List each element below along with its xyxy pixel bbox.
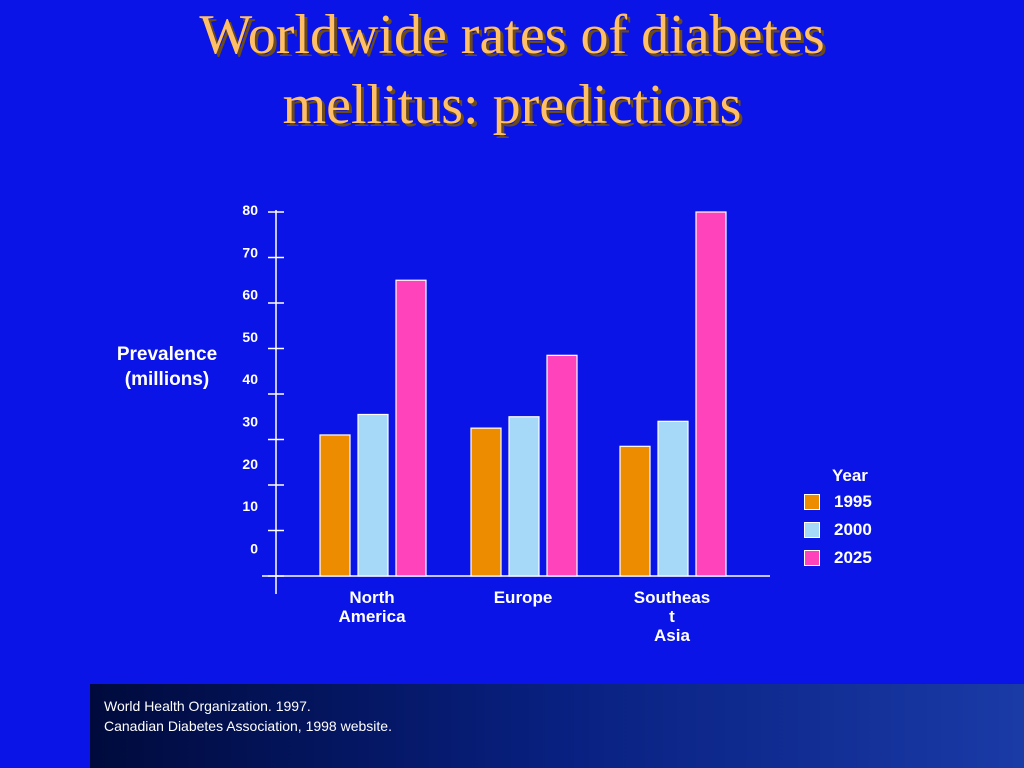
legend-swatch-2025 xyxy=(804,550,820,566)
bar-2000-0 xyxy=(357,413,389,577)
x-category-label-line: North xyxy=(349,588,395,607)
y-axis-label-line-1: Prevalence xyxy=(116,344,218,365)
y-axis-label: Prevalence (millions) xyxy=(100,342,234,392)
y-tick-label-60: 60 xyxy=(242,287,258,303)
x-category-label-1: Europe xyxy=(453,588,593,607)
source-line-1: World Health Organization. 1997. xyxy=(104,698,311,714)
y-tick-label-40: 40 xyxy=(242,371,258,387)
x-category-label-line: America xyxy=(338,607,406,626)
legend-label-2000: 2000 xyxy=(834,520,872,539)
x-category-label-line: Southeas xyxy=(633,588,711,607)
chart-title: Worldwide rates of diabetes mellitus: pr… xyxy=(0,0,1024,140)
y-tick-label-20: 20 xyxy=(242,456,258,472)
legend-label-1995: 1995 xyxy=(834,492,872,511)
y-axis-label-line-2: (millions) xyxy=(124,369,210,390)
bar-2000-1 xyxy=(508,416,540,577)
bar-2025-1 xyxy=(546,354,578,577)
y-tick-label-70: 70 xyxy=(242,244,258,260)
bar-1995-0 xyxy=(319,434,351,577)
y-tick-label-0: 0 xyxy=(250,540,258,556)
y-tick-label-30: 30 xyxy=(242,414,258,430)
x-category-label-line: Europe xyxy=(493,588,553,607)
legend-swatch-1995 xyxy=(804,494,820,510)
legend-item-1995: 1995 xyxy=(800,488,910,516)
bar-1995-1 xyxy=(470,427,502,577)
y-tick-label-80: 80 xyxy=(242,202,258,218)
legend-label-2025: 2025 xyxy=(834,548,872,567)
legend-item-2025: 2025 xyxy=(800,544,910,572)
title-line-1: Worldwide rates of diabetes xyxy=(199,4,825,66)
x-category-label-2: Southeas t Asia xyxy=(602,588,742,645)
y-tick-label-50: 50 xyxy=(242,329,258,345)
bar-1995-2 xyxy=(619,445,651,577)
x-category-label-0: North America xyxy=(302,588,442,626)
source-citation-box: World Health Organization. 1997. Canadia… xyxy=(90,684,1024,768)
x-category-label-line: Asia xyxy=(654,626,690,645)
bar-2025-0 xyxy=(395,279,427,577)
legend-item-2000: 2000 xyxy=(800,516,910,544)
y-tick-label-10: 10 xyxy=(242,498,258,514)
bar-2000-2 xyxy=(657,420,689,577)
legend-swatch-2000 xyxy=(804,522,820,538)
title-line-2: mellitus: predictions xyxy=(282,74,742,136)
source-line-2: Canadian Diabetes Association, 1998 webs… xyxy=(104,718,392,734)
bar-2025-2 xyxy=(695,211,727,577)
x-category-label-line: t xyxy=(669,607,675,626)
legend-title: Year xyxy=(832,466,868,485)
legend: Year 1995 2000 2025 xyxy=(800,464,910,572)
